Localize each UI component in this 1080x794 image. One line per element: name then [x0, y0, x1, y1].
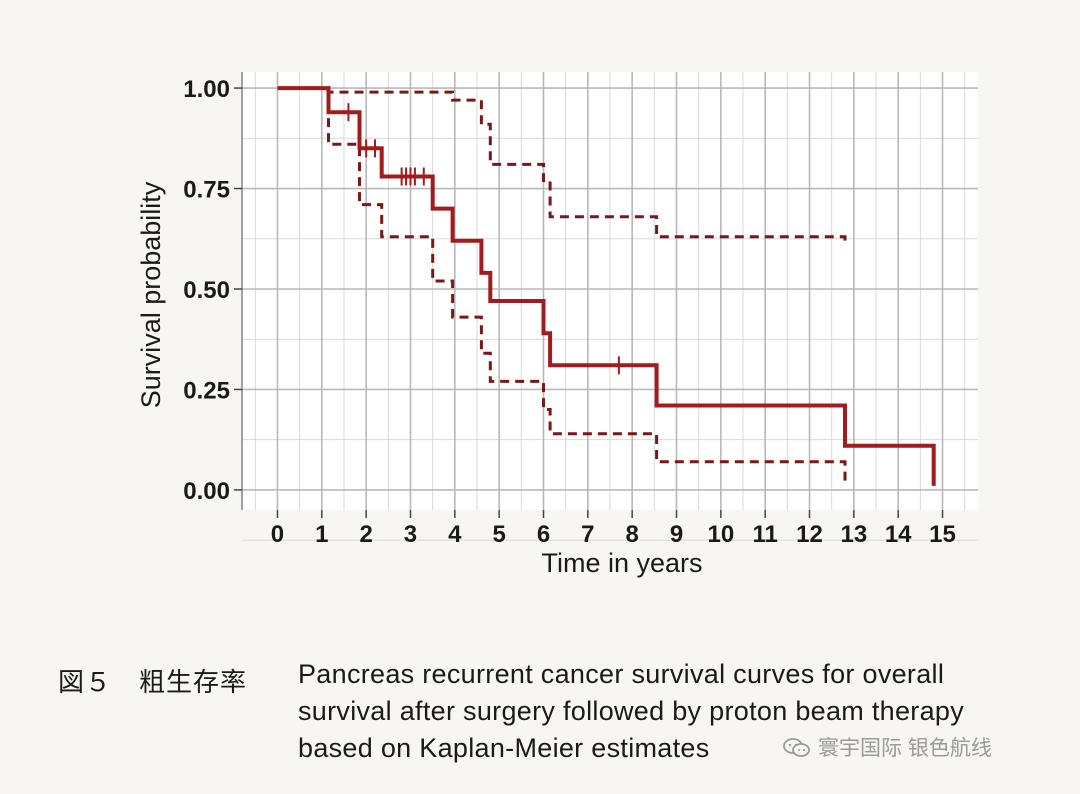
axis-ticks: 0.000.250.500.751.000 1 2 3 4 5 6 7 8 9 10 11 12 13 14… [183, 76, 956, 548]
x-tick-label: 11 [752, 521, 777, 548]
y-axis-label: Survival probability [136, 181, 166, 408]
x-tick-label: 9 [670, 521, 683, 548]
watermark: 寰宇国际 银色航线 [782, 732, 992, 762]
survival-curve [277, 86, 936, 486]
y-tick-label: 0.25 [183, 377, 230, 404]
survival-curve-layer [277, 86, 936, 486]
x-tick-label: 3 [404, 521, 417, 548]
confidence-interval-curves [327, 88, 847, 482]
x-tick-label: 6 [537, 521, 550, 548]
ci-lower-curve [327, 88, 847, 482]
y-tick-label: 0.00 [183, 478, 230, 505]
x-tick-label: 2 [359, 521, 372, 548]
x-tick-label: 13 [841, 521, 868, 548]
caption-line-3: based on Kaplan-Meier estimates [298, 733, 710, 763]
x-tick-label: 8 [625, 521, 638, 548]
x-tick-label: 10 [707, 521, 734, 548]
x-tick-label: 12 [796, 521, 823, 548]
survival-chart: 0.000.250.500.751.000 1 2 3 4 5 6 7 8 9 10 11 12 13 14… [136, 72, 978, 578]
caption-line-1: Pancreas recurrent cancer survival curve… [298, 659, 945, 689]
x-axis-label: Time in years [541, 548, 702, 578]
x-tick-label: 4 [448, 521, 462, 548]
watermark-text: 寰宇国际 银色航线 [818, 737, 992, 760]
caption-text: Pancreas recurrent cancer survival curve… [298, 656, 1058, 767]
x-tick-label: 7 [581, 521, 594, 548]
ci-upper-curve [327, 88, 847, 245]
y-tick-label: 0.50 [183, 277, 230, 304]
x-tick-label: 1 [315, 521, 328, 548]
y-tick-label: 1.00 [183, 76, 230, 103]
chart-grid [241, 72, 978, 541]
x-tick-label: 14 [885, 521, 912, 548]
x-tick-label: 5 [492, 521, 505, 548]
y-tick-label: 0.75 [183, 177, 230, 204]
x-tick-label: 15 [929, 521, 956, 548]
caption-line-2: survival after surgery followed by proto… [298, 696, 965, 726]
wechat-icon [783, 738, 810, 757]
caption-label: 図５ 粗生存率 [58, 667, 248, 697]
x-tick-label: 0 [271, 521, 284, 548]
